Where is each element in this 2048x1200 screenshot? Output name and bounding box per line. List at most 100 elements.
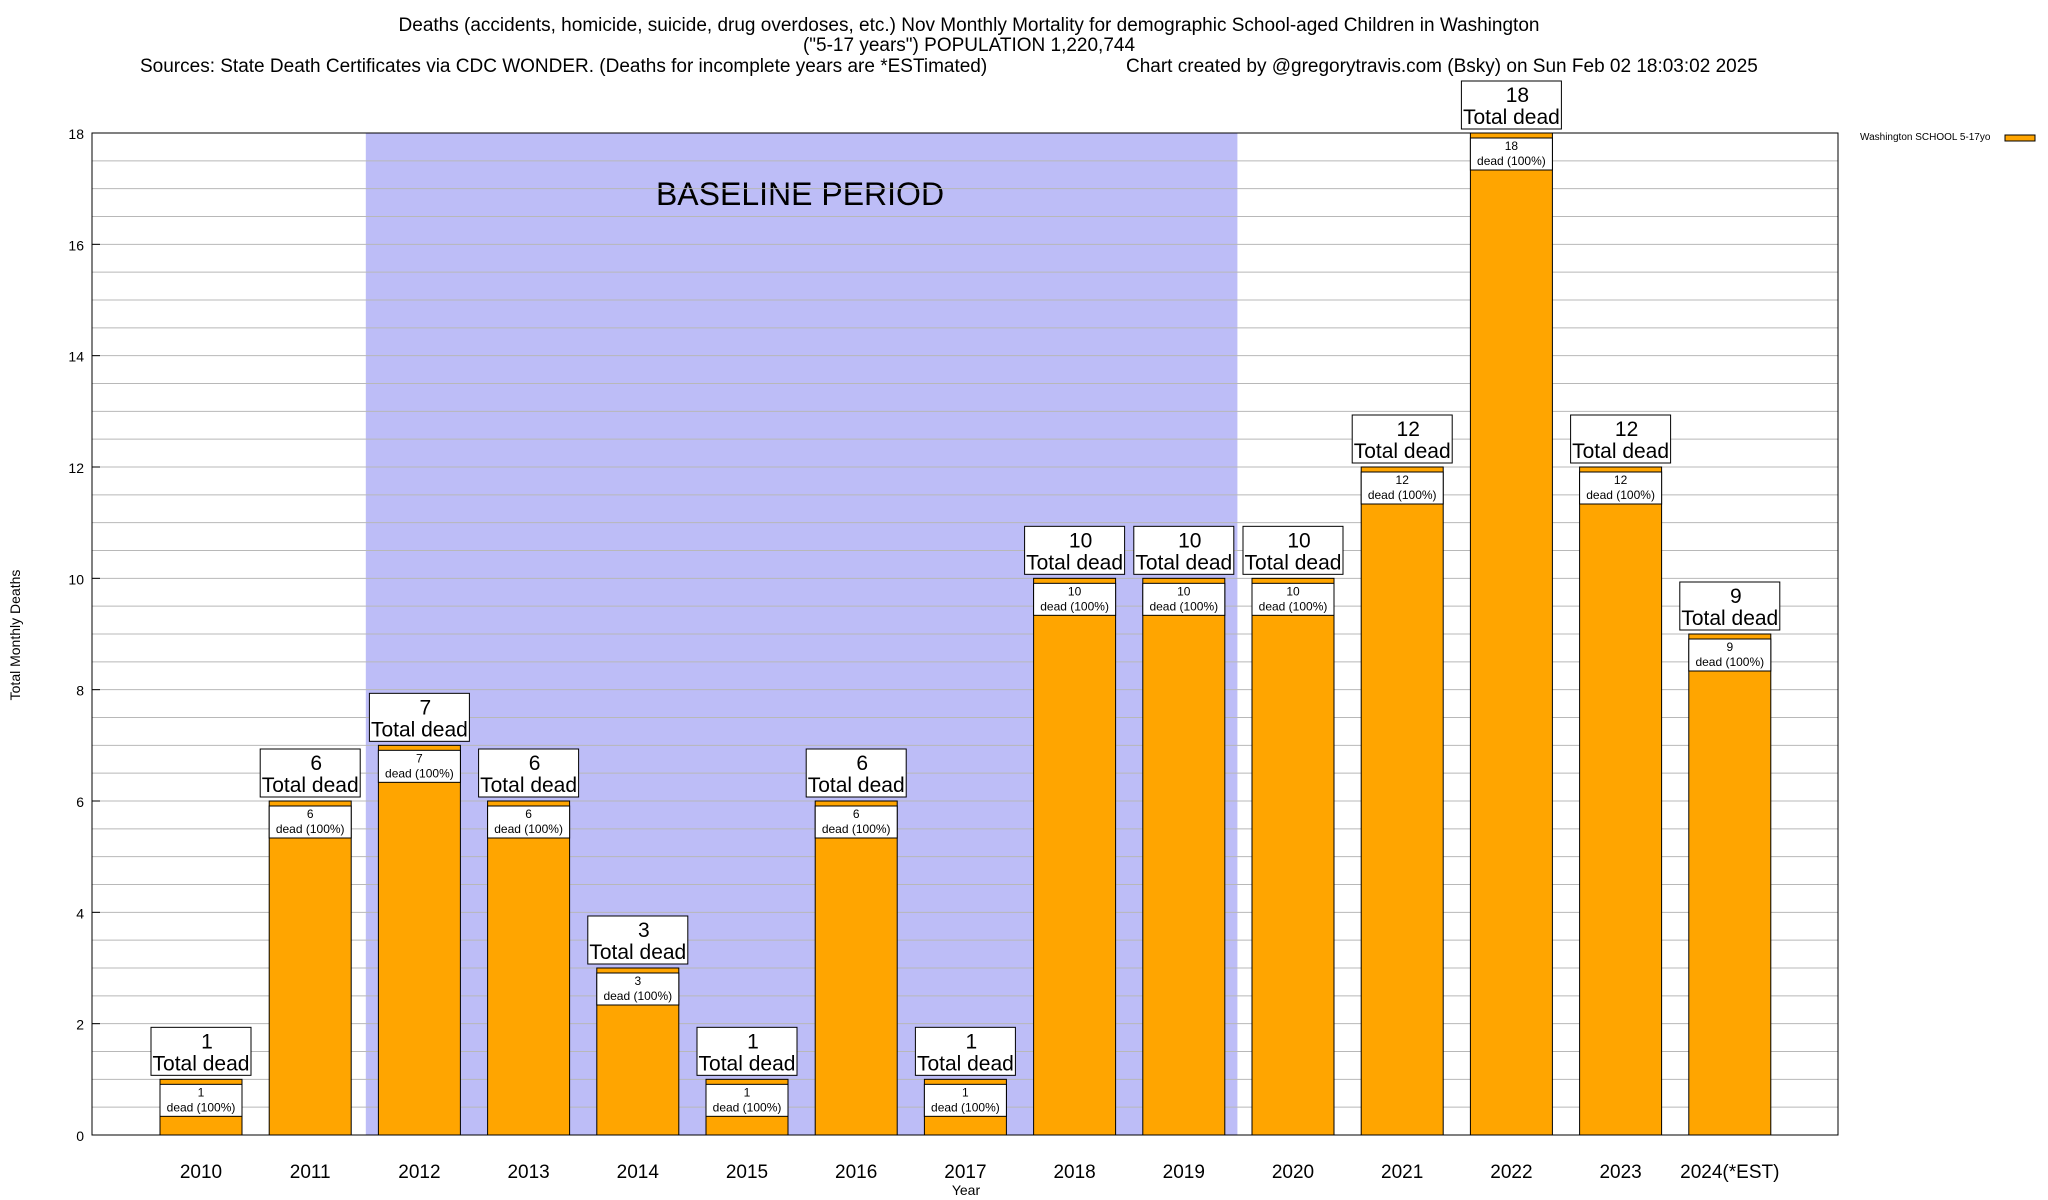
x-tick-label: 2024(*EST) <box>1680 1162 1779 1183</box>
y-tick-label: 0 <box>76 1128 84 1144</box>
inner-label-value: 10 <box>1177 584 1191 598</box>
total-label-box <box>1242 525 1344 575</box>
y-tick-label: 18 <box>68 126 84 142</box>
bar <box>487 800 571 1136</box>
total-label-box <box>1679 581 1781 631</box>
inner-label-text: dead (100%) <box>1040 599 1109 613</box>
bar <box>377 744 461 1136</box>
total-label-value: 6 <box>856 752 868 775</box>
bar <box>268 800 352 1136</box>
x-tick-label: 2022 <box>1490 1162 1532 1183</box>
bar <box>814 800 898 1136</box>
total-label-value: 12 <box>1615 418 1638 441</box>
bar <box>1469 132 1553 1136</box>
legend-swatch <box>2004 134 2036 142</box>
x-tick-label: 2021 <box>1381 1162 1423 1183</box>
total-label-text: Total dead <box>808 774 905 797</box>
inner-label-value: 1 <box>962 1085 969 1099</box>
x-tick-label: 2017 <box>944 1162 986 1183</box>
total-label-box <box>1460 80 1562 130</box>
y-tick-label: 16 <box>68 237 84 253</box>
total-label-value: 12 <box>1397 418 1420 441</box>
inner-label-text: dead (100%) <box>1695 655 1764 669</box>
x-tick-label: 2010 <box>180 1162 222 1183</box>
inner-label-box <box>1688 638 1772 672</box>
y-tick-label: 6 <box>76 794 84 810</box>
total-label-box <box>368 692 470 742</box>
y-tick-label: 4 <box>76 905 84 921</box>
inner-label-text: dead (100%) <box>931 1100 1000 1114</box>
total-label-text: Total dead <box>371 718 468 741</box>
total-label-value: 10 <box>1069 529 1092 552</box>
total-label-box <box>696 1026 798 1076</box>
total-label-text: Total dead <box>917 1052 1014 1075</box>
inner-label-box <box>377 749 461 783</box>
inner-label-value: 6 <box>853 807 860 821</box>
inner-label-text: dead (100%) <box>1368 488 1437 502</box>
total-label-value: 10 <box>1178 529 1201 552</box>
total-label-text: Total dead <box>1026 551 1123 574</box>
x-tick-label: 2023 <box>1599 1162 1641 1183</box>
x-tick-label: 2020 <box>1272 1162 1314 1183</box>
inner-label-text: dead (100%) <box>1477 154 1546 168</box>
inner-label-text: dead (100%) <box>1586 488 1655 502</box>
inner-label-text: dead (100%) <box>603 989 672 1003</box>
total-label-value: 6 <box>529 752 541 775</box>
total-label-text: Total dead <box>699 1052 796 1075</box>
total-label-value: 1 <box>201 1030 213 1053</box>
inner-label-value: 1 <box>744 1085 751 1099</box>
inner-label-value: 10 <box>1068 584 1082 598</box>
total-label-box <box>478 748 580 798</box>
total-label-box <box>587 915 689 965</box>
chart-credit: Chart created by @gregorytravis.com (Bsk… <box>1126 56 1758 77</box>
total-label-text: Total dead <box>1245 551 1342 574</box>
total-label-text: Total dead <box>1135 551 1232 574</box>
total-label-box <box>1351 414 1453 464</box>
inner-label-text: dead (100%) <box>276 822 345 836</box>
total-label-box <box>1133 525 1235 575</box>
chart-title-line-1: Deaths (accidents, homicide, suicide, dr… <box>399 15 1540 36</box>
total-label-value: 6 <box>310 752 322 775</box>
total-label-value: 1 <box>747 1030 759 1053</box>
inner-label-box <box>923 1083 1007 1117</box>
plot-frame <box>91 132 1839 1136</box>
inner-label-box <box>1142 582 1226 616</box>
total-label-box <box>1570 414 1672 464</box>
total-label-value: 9 <box>1730 585 1742 608</box>
inner-label-text: dead (100%) <box>167 1100 236 1114</box>
total-label-box <box>805 748 907 798</box>
total-label-text: Total dead <box>1354 440 1451 463</box>
inner-label-box <box>1251 582 1335 616</box>
inner-label-value: 7 <box>416 751 423 765</box>
x-tick-label: 2016 <box>835 1162 877 1183</box>
total-label-text: Total dead <box>480 774 577 797</box>
total-label-text: Total dead <box>1681 607 1778 630</box>
y-tick-label: 8 <box>76 683 84 699</box>
inner-label-box <box>596 972 680 1006</box>
total-label-text: Total dead <box>589 941 686 964</box>
total-label-value: 10 <box>1287 529 1310 552</box>
x-axis-label: Year <box>952 1182 981 1198</box>
x-tick-label: 2013 <box>507 1162 549 1183</box>
inner-label-box <box>1033 582 1117 616</box>
inner-label-box <box>487 805 571 839</box>
inner-label-value: 6 <box>307 807 314 821</box>
inner-label-text: dead (100%) <box>385 766 454 780</box>
inner-label-value: 9 <box>1726 640 1733 654</box>
y-tick-label: 2 <box>76 1017 84 1033</box>
x-tick-label: 2015 <box>726 1162 768 1183</box>
total-label-box <box>1024 525 1126 575</box>
inner-label-value: 18 <box>1505 139 1519 153</box>
inner-label-value: 6 <box>525 807 532 821</box>
inner-label-box <box>1579 471 1663 505</box>
legend-label: Washington SCHOOL 5-17yo <box>1860 132 1991 143</box>
inner-label-text: dead (100%) <box>1259 599 1328 613</box>
inner-label-text: dead (100%) <box>1149 599 1218 613</box>
total-label-value: 3 <box>638 919 650 942</box>
inner-label-box <box>705 1083 789 1117</box>
bar <box>1142 577 1226 1136</box>
x-tick-label: 2014 <box>617 1162 660 1183</box>
inner-label-value: 12 <box>1614 473 1628 487</box>
bar <box>1688 633 1772 1136</box>
